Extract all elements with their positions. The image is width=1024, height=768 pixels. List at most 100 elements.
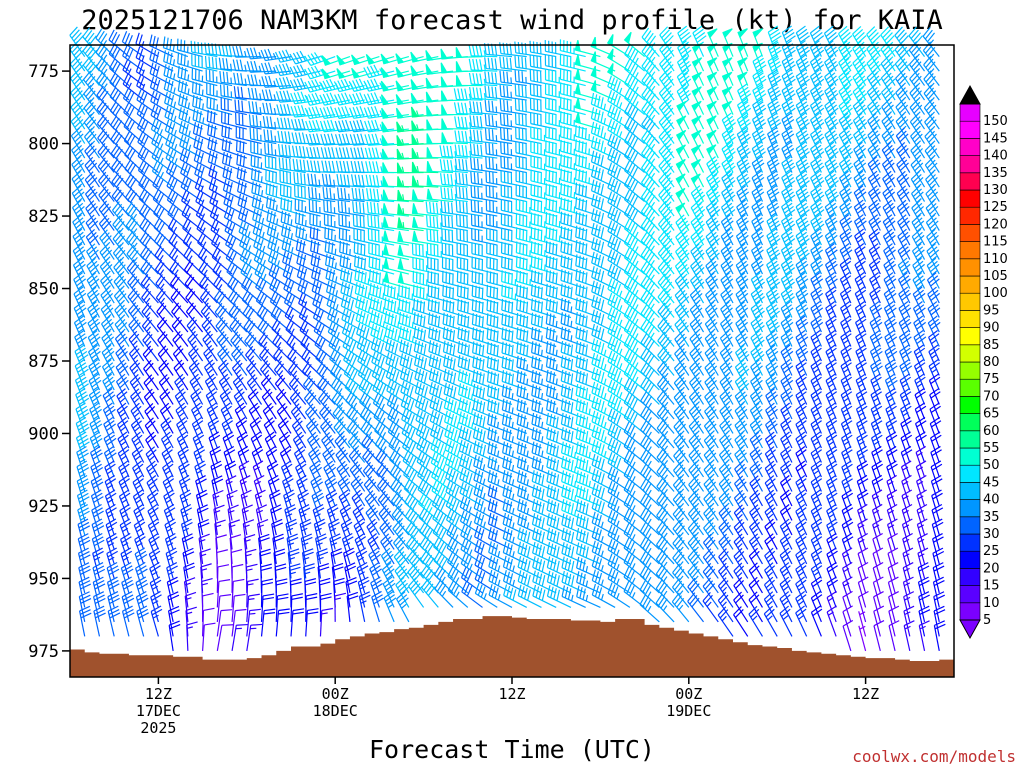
colorbar-label: 85 bbox=[983, 338, 1000, 353]
wind-barb bbox=[329, 533, 342, 565]
wind-barb bbox=[256, 519, 269, 550]
wind-barb bbox=[239, 234, 262, 261]
wind-barb bbox=[430, 452, 454, 478]
wind-barb bbox=[366, 518, 380, 550]
wind-barb bbox=[216, 331, 233, 362]
wind-barb bbox=[236, 166, 262, 188]
wind-barb bbox=[151, 160, 174, 188]
wind-barb bbox=[380, 53, 410, 65]
wind-barb bbox=[292, 431, 307, 463]
wind-barb bbox=[197, 518, 210, 550]
wind-barb bbox=[178, 93, 203, 116]
colorbar-swatch bbox=[959, 585, 981, 604]
wind-barb bbox=[181, 204, 203, 232]
colorbar-swatch bbox=[959, 241, 981, 260]
wind-barb bbox=[87, 330, 101, 362]
wind-barb bbox=[426, 243, 454, 261]
colorbar-label: 135 bbox=[983, 166, 1008, 181]
wind-barb bbox=[429, 382, 454, 406]
wind-barb bbox=[207, 137, 233, 159]
credit-text: coolwx.com/models bbox=[852, 747, 1016, 766]
wind-barb bbox=[313, 320, 336, 347]
wind-barb bbox=[546, 455, 572, 478]
wind-barb bbox=[561, 513, 586, 536]
wind-barb bbox=[307, 431, 321, 463]
wind-barb bbox=[427, 270, 454, 290]
colorbar-swatch bbox=[959, 430, 981, 449]
wind-barb bbox=[372, 378, 395, 405]
wind-barb bbox=[151, 146, 174, 174]
wind-barb bbox=[395, 107, 424, 119]
wind-barb bbox=[382, 175, 409, 188]
wind-barb bbox=[307, 173, 336, 188]
wind-barb bbox=[238, 460, 250, 492]
y-tick-label: 975 bbox=[28, 642, 59, 662]
wind-barb bbox=[687, 592, 705, 623]
wind-barb bbox=[124, 144, 145, 173]
wind-barb bbox=[165, 133, 189, 159]
wind-barb bbox=[408, 577, 425, 608]
wind-barb bbox=[218, 44, 247, 58]
wind-barb bbox=[201, 577, 213, 608]
wind-barb bbox=[502, 470, 527, 493]
wind-barb bbox=[411, 161, 439, 174]
wind-barb bbox=[194, 176, 218, 203]
wind-barb bbox=[73, 272, 86, 304]
wind-barb bbox=[278, 157, 306, 174]
wind-barb bbox=[401, 408, 424, 434]
wind-barb bbox=[402, 436, 424, 463]
wind-barb bbox=[413, 339, 439, 362]
colorbar-label: 25 bbox=[983, 544, 1000, 559]
wind-barb bbox=[327, 307, 351, 333]
wind-barb bbox=[240, 262, 262, 289]
wind-barb bbox=[369, 296, 395, 319]
wind-barb bbox=[419, 535, 439, 565]
wind-barb bbox=[334, 92, 365, 106]
wind-barb bbox=[251, 181, 277, 203]
wind-barb bbox=[560, 455, 586, 478]
wind-barb bbox=[144, 402, 159, 434]
wind-barb bbox=[308, 446, 322, 478]
wind-barb bbox=[388, 435, 410, 463]
wind-barb bbox=[502, 455, 527, 478]
wind-barb bbox=[190, 388, 204, 420]
wind-barb bbox=[531, 427, 557, 449]
wind-barb bbox=[221, 124, 247, 145]
wind-barb bbox=[138, 202, 159, 231]
colorbar-swatch bbox=[959, 447, 981, 466]
wind-barb bbox=[398, 298, 424, 319]
wind-barb bbox=[380, 80, 409, 92]
wind-barb bbox=[386, 379, 410, 405]
wind-barb bbox=[109, 100, 130, 130]
wind-barb bbox=[177, 65, 203, 87]
wind-barb bbox=[103, 416, 117, 449]
wind-barb bbox=[84, 171, 100, 202]
wind-barb bbox=[258, 533, 270, 565]
wind-barb bbox=[431, 466, 454, 492]
colorbar-swatch bbox=[959, 172, 981, 191]
wind-barb bbox=[169, 259, 189, 289]
wind-barb bbox=[96, 71, 115, 101]
colorbar-bottom-arrow bbox=[959, 619, 981, 640]
wind-barb bbox=[84, 156, 100, 188]
wind-barb bbox=[195, 204, 218, 232]
wind-barb bbox=[89, 402, 102, 434]
wind-barb bbox=[250, 141, 277, 159]
wind-barb bbox=[345, 577, 358, 608]
wind-barb bbox=[265, 196, 292, 217]
wind-barb bbox=[370, 323, 395, 348]
wind-barb bbox=[205, 388, 218, 420]
wind-barb bbox=[410, 51, 439, 63]
wind-barb bbox=[101, 330, 115, 362]
wind-barb bbox=[220, 402, 233, 434]
wind-barb bbox=[111, 158, 130, 188]
colorbar-label: 115 bbox=[983, 235, 1008, 250]
wind-barb bbox=[214, 519, 226, 550]
wind-barb bbox=[560, 412, 586, 435]
colorbar-label: 5 bbox=[983, 613, 991, 628]
wind-barb bbox=[129, 359, 145, 391]
wind-barb bbox=[209, 191, 233, 217]
wind-barb bbox=[380, 533, 395, 565]
wind-barb bbox=[316, 548, 329, 579]
wind-barb bbox=[324, 240, 351, 261]
